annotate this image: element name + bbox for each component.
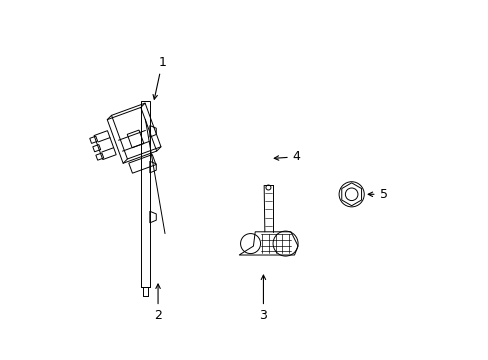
Text: 3: 3 <box>259 275 267 322</box>
Text: 2: 2 <box>154 284 162 322</box>
Text: 4: 4 <box>274 150 300 163</box>
Text: 5: 5 <box>367 188 386 201</box>
Text: 1: 1 <box>153 55 166 99</box>
